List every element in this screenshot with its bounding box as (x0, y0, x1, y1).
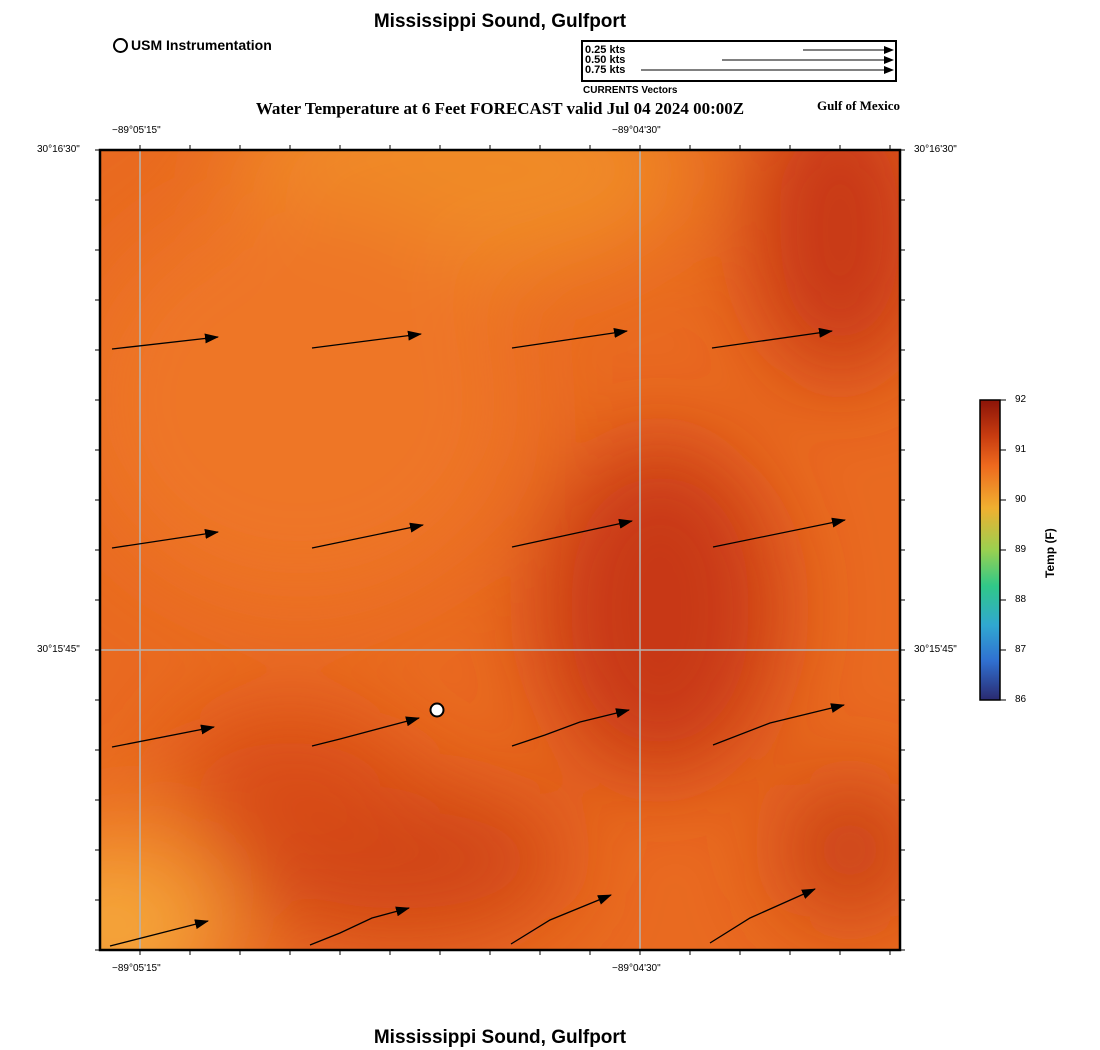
map-title: Mississippi Sound, Gulfport (373, 11, 627, 32)
current-vector (309, 906, 410, 946)
current-vector (712, 517, 846, 548)
temperature-map (95, 145, 1006, 955)
current-vector (111, 724, 215, 748)
current-vector (511, 327, 628, 349)
lat-tick-left-2: 30°15'45" (37, 644, 80, 655)
current-vector (311, 522, 424, 549)
colorbar-tick-89: 89 (1015, 544, 1027, 555)
current-vectors (109, 327, 846, 947)
current-vector (311, 716, 420, 747)
lat-tick-left-1: 30°16'30" (37, 144, 80, 155)
station-legend-label: USM Instrumentation (131, 37, 272, 53)
lat-tick-right-2: 30°15'45" (914, 644, 957, 655)
lon-tick-top-1: −89°05'15" (112, 125, 161, 136)
colorbar-tick-88: 88 (1015, 594, 1027, 605)
map-title-bottom: Mississippi Sound, Gulfport (373, 1027, 627, 1048)
station-legend: USM Instrumentation (113, 37, 272, 53)
temperature-field (100, 150, 900, 950)
scale-label-075: 0.75 kts (585, 64, 626, 76)
graticule (100, 150, 900, 950)
region-label: Gulf of Mexico (816, 98, 900, 113)
current-vector (711, 327, 833, 349)
vector-scale-legend (581, 40, 897, 82)
colorbar-ticks (1000, 399, 1006, 701)
lon-tick-top-2: −89°04'30" (612, 125, 661, 136)
station-marker[interactable] (429, 702, 445, 718)
frame-ticks (95, 145, 905, 955)
colorbar-tick-87: 87 (1015, 644, 1027, 655)
colorbar (979, 399, 1001, 701)
colorbar-title: Temp (F) (1043, 528, 1057, 578)
lat-tick-right-1: 30°16'30" (914, 144, 957, 155)
colorbar-tick-86: 86 (1015, 694, 1027, 705)
colorbar-tick-92: 92 (1015, 394, 1027, 405)
colorbar-tick-90: 90 (1015, 494, 1027, 505)
current-vector (311, 330, 422, 349)
scale-arrows (641, 46, 894, 74)
current-vector (510, 894, 612, 945)
colorbar-tick-91: 91 (1015, 444, 1027, 455)
station-marker-icon (113, 37, 128, 53)
current-vector (111, 333, 219, 350)
current-vector (111, 528, 219, 549)
current-vector (511, 518, 633, 548)
map-subtitle: Water Temperature at 6 Feet FORECAST val… (255, 99, 745, 118)
current-vector (712, 703, 845, 746)
lon-tick-bottom-2: −89°04'30" (612, 963, 661, 974)
current-vector (109, 919, 209, 947)
current-vector (511, 708, 630, 747)
scale-label-025: 0.25 kts (585, 44, 626, 56)
lon-tick-bottom-1: −89°05'15" (112, 963, 161, 974)
scale-label-050: 0.50 kts (585, 54, 626, 66)
currents-vectors-caption: CURRENTS Vectors (583, 85, 678, 96)
current-vector (709, 888, 816, 944)
